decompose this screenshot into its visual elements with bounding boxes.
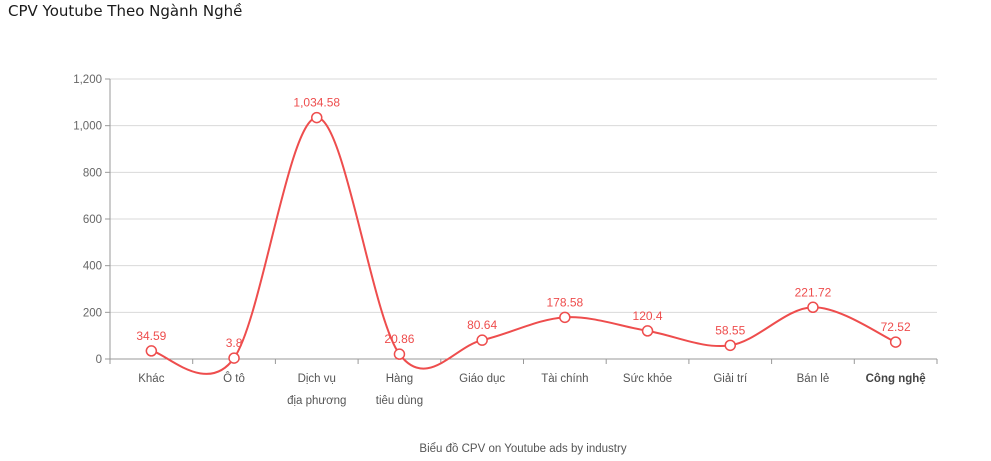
data-point [641, 325, 654, 337]
x-tick-label: Khác [138, 373, 164, 385]
data-point [145, 345, 158, 357]
x-tick-label: Ô tô [223, 372, 245, 385]
data-point [559, 311, 571, 324]
data-label: 178.58 [546, 295, 583, 309]
y-axis: 0 200 400 600 800 1,000 1,200 [73, 74, 111, 366]
x-tick-label: Bán lẻ [797, 373, 830, 385]
data-labels: 34.59 3.8 1,034.58 20.86 80.64 178.58 120.4 58.… [136, 96, 911, 351]
data-label: 221.72 [795, 285, 832, 299]
y-tick-label: 0 [96, 354, 102, 366]
x-tick-label: Giải trí [713, 373, 748, 385]
data-label: 20.86 [384, 332, 414, 346]
x-tick-label: Sức khỏe [623, 373, 672, 385]
data-label: 1,034.58 [293, 96, 340, 110]
y-tick-label: 400 [83, 261, 102, 273]
y-tick-label: 1,000 [73, 121, 102, 133]
y-tick-label: 600 [83, 214, 102, 226]
data-label: 34.59 [136, 329, 166, 343]
chart-title: CPV Youtube Theo Ngành Nghề [8, 2, 243, 20]
data-label: 72.52 [881, 320, 911, 334]
data-point [393, 348, 406, 360]
data-point [807, 301, 819, 314]
series-line [151, 116, 897, 375]
x-tick-label: Dịch vụ địa phương [287, 373, 346, 407]
grid-lines [110, 78, 937, 313]
x-tick-label: Giáo dục [459, 373, 505, 385]
y-tick-label: 200 [83, 307, 102, 319]
data-points [145, 111, 902, 364]
x-tick-label: Hàng tiêu dùng [376, 373, 423, 407]
data-point [724, 339, 736, 352]
data-label: 80.64 [467, 318, 497, 332]
data-point [228, 352, 240, 364]
chart-caption: Biểu đồ CPV on Youtube ads by industry [419, 443, 626, 455]
y-tick-label: 800 [83, 167, 102, 179]
x-tick-label: Công nghệ [866, 373, 926, 385]
x-axis: Khác Ô tô Dịch vụ địa phương Hàng tiêu dùng Gi… [109, 358, 938, 407]
data-point [311, 111, 323, 124]
data-point [476, 334, 488, 346]
data-point [889, 336, 902, 348]
data-label: 3.8 [226, 336, 243, 350]
data-label: 120.4 [633, 309, 663, 323]
y-tick-label: 1,200 [73, 74, 102, 86]
x-tick-label: Tài chính [541, 373, 588, 385]
data-label: 58.55 [715, 323, 745, 337]
